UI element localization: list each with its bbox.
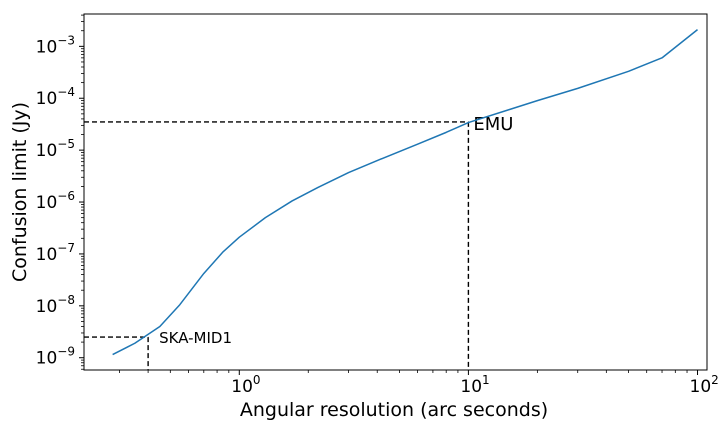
x-tick-base-0: 10: [231, 377, 253, 397]
y-tick-label-5: 10−4: [36, 85, 75, 109]
series-layer: [112, 29, 698, 356]
x-tick-label-1: 101: [460, 373, 489, 397]
y-tick-label-4: 10−5: [36, 137, 75, 161]
annotation-layer: EMU SKA-MID1: [84, 114, 513, 370]
y-tick-exponent-0: −9: [57, 345, 75, 359]
x-tick-label-2: 102: [690, 373, 719, 397]
y-tick-label-1: 10−8: [36, 293, 75, 317]
y-tick-exponent-2: −7: [57, 241, 75, 255]
x-tick-exponent-0: 0: [253, 373, 261, 387]
y-tick-label-2: 10−7: [36, 241, 75, 265]
y-tick-exponent-3: −6: [57, 189, 75, 203]
plot-frame: [83, 13, 708, 371]
y-tick-base-0: 10: [36, 349, 58, 369]
y-axis-title: Confusion limit (Jy): [9, 102, 31, 282]
y-tick-base-2: 10: [36, 245, 58, 265]
annotation-label-1: SKA-MID1: [159, 329, 232, 347]
y-tick-label-0: 10−9: [36, 345, 75, 369]
y-tick-base-6: 10: [36, 37, 58, 57]
y-tick-base-3: 10: [36, 193, 58, 213]
y-tick-label-6: 10−3: [36, 33, 75, 57]
x-tick-exponent-1: 1: [482, 373, 490, 387]
y-tick-base-1: 10: [36, 297, 58, 317]
y-tick-exponent-1: −8: [57, 293, 75, 307]
x-tick-label-0: 100: [231, 373, 260, 397]
x-tick-exponent-2: 2: [711, 373, 719, 387]
y-tick-base-4: 10: [36, 141, 58, 161]
y-tick-exponent-6: −3: [57, 33, 75, 47]
x-axis-ticks: 100 101 102: [119, 370, 719, 397]
y-tick-exponent-4: −5: [57, 137, 75, 151]
series-line-0: [112, 29, 698, 356]
annotation-label-0: EMU: [473, 114, 513, 135]
x-axis-title: Angular resolution (arc seconds): [240, 399, 548, 421]
y-tick-base-5: 10: [36, 89, 58, 109]
x-tick-base-2: 10: [690, 377, 712, 397]
x-tick-base-1: 10: [460, 377, 482, 397]
y-tick-exponent-5: −4: [57, 85, 75, 99]
y-axis-ticks: 10−910−810−710−610−510−410−3: [36, 14, 84, 370]
y-tick-label-3: 10−6: [36, 189, 75, 213]
